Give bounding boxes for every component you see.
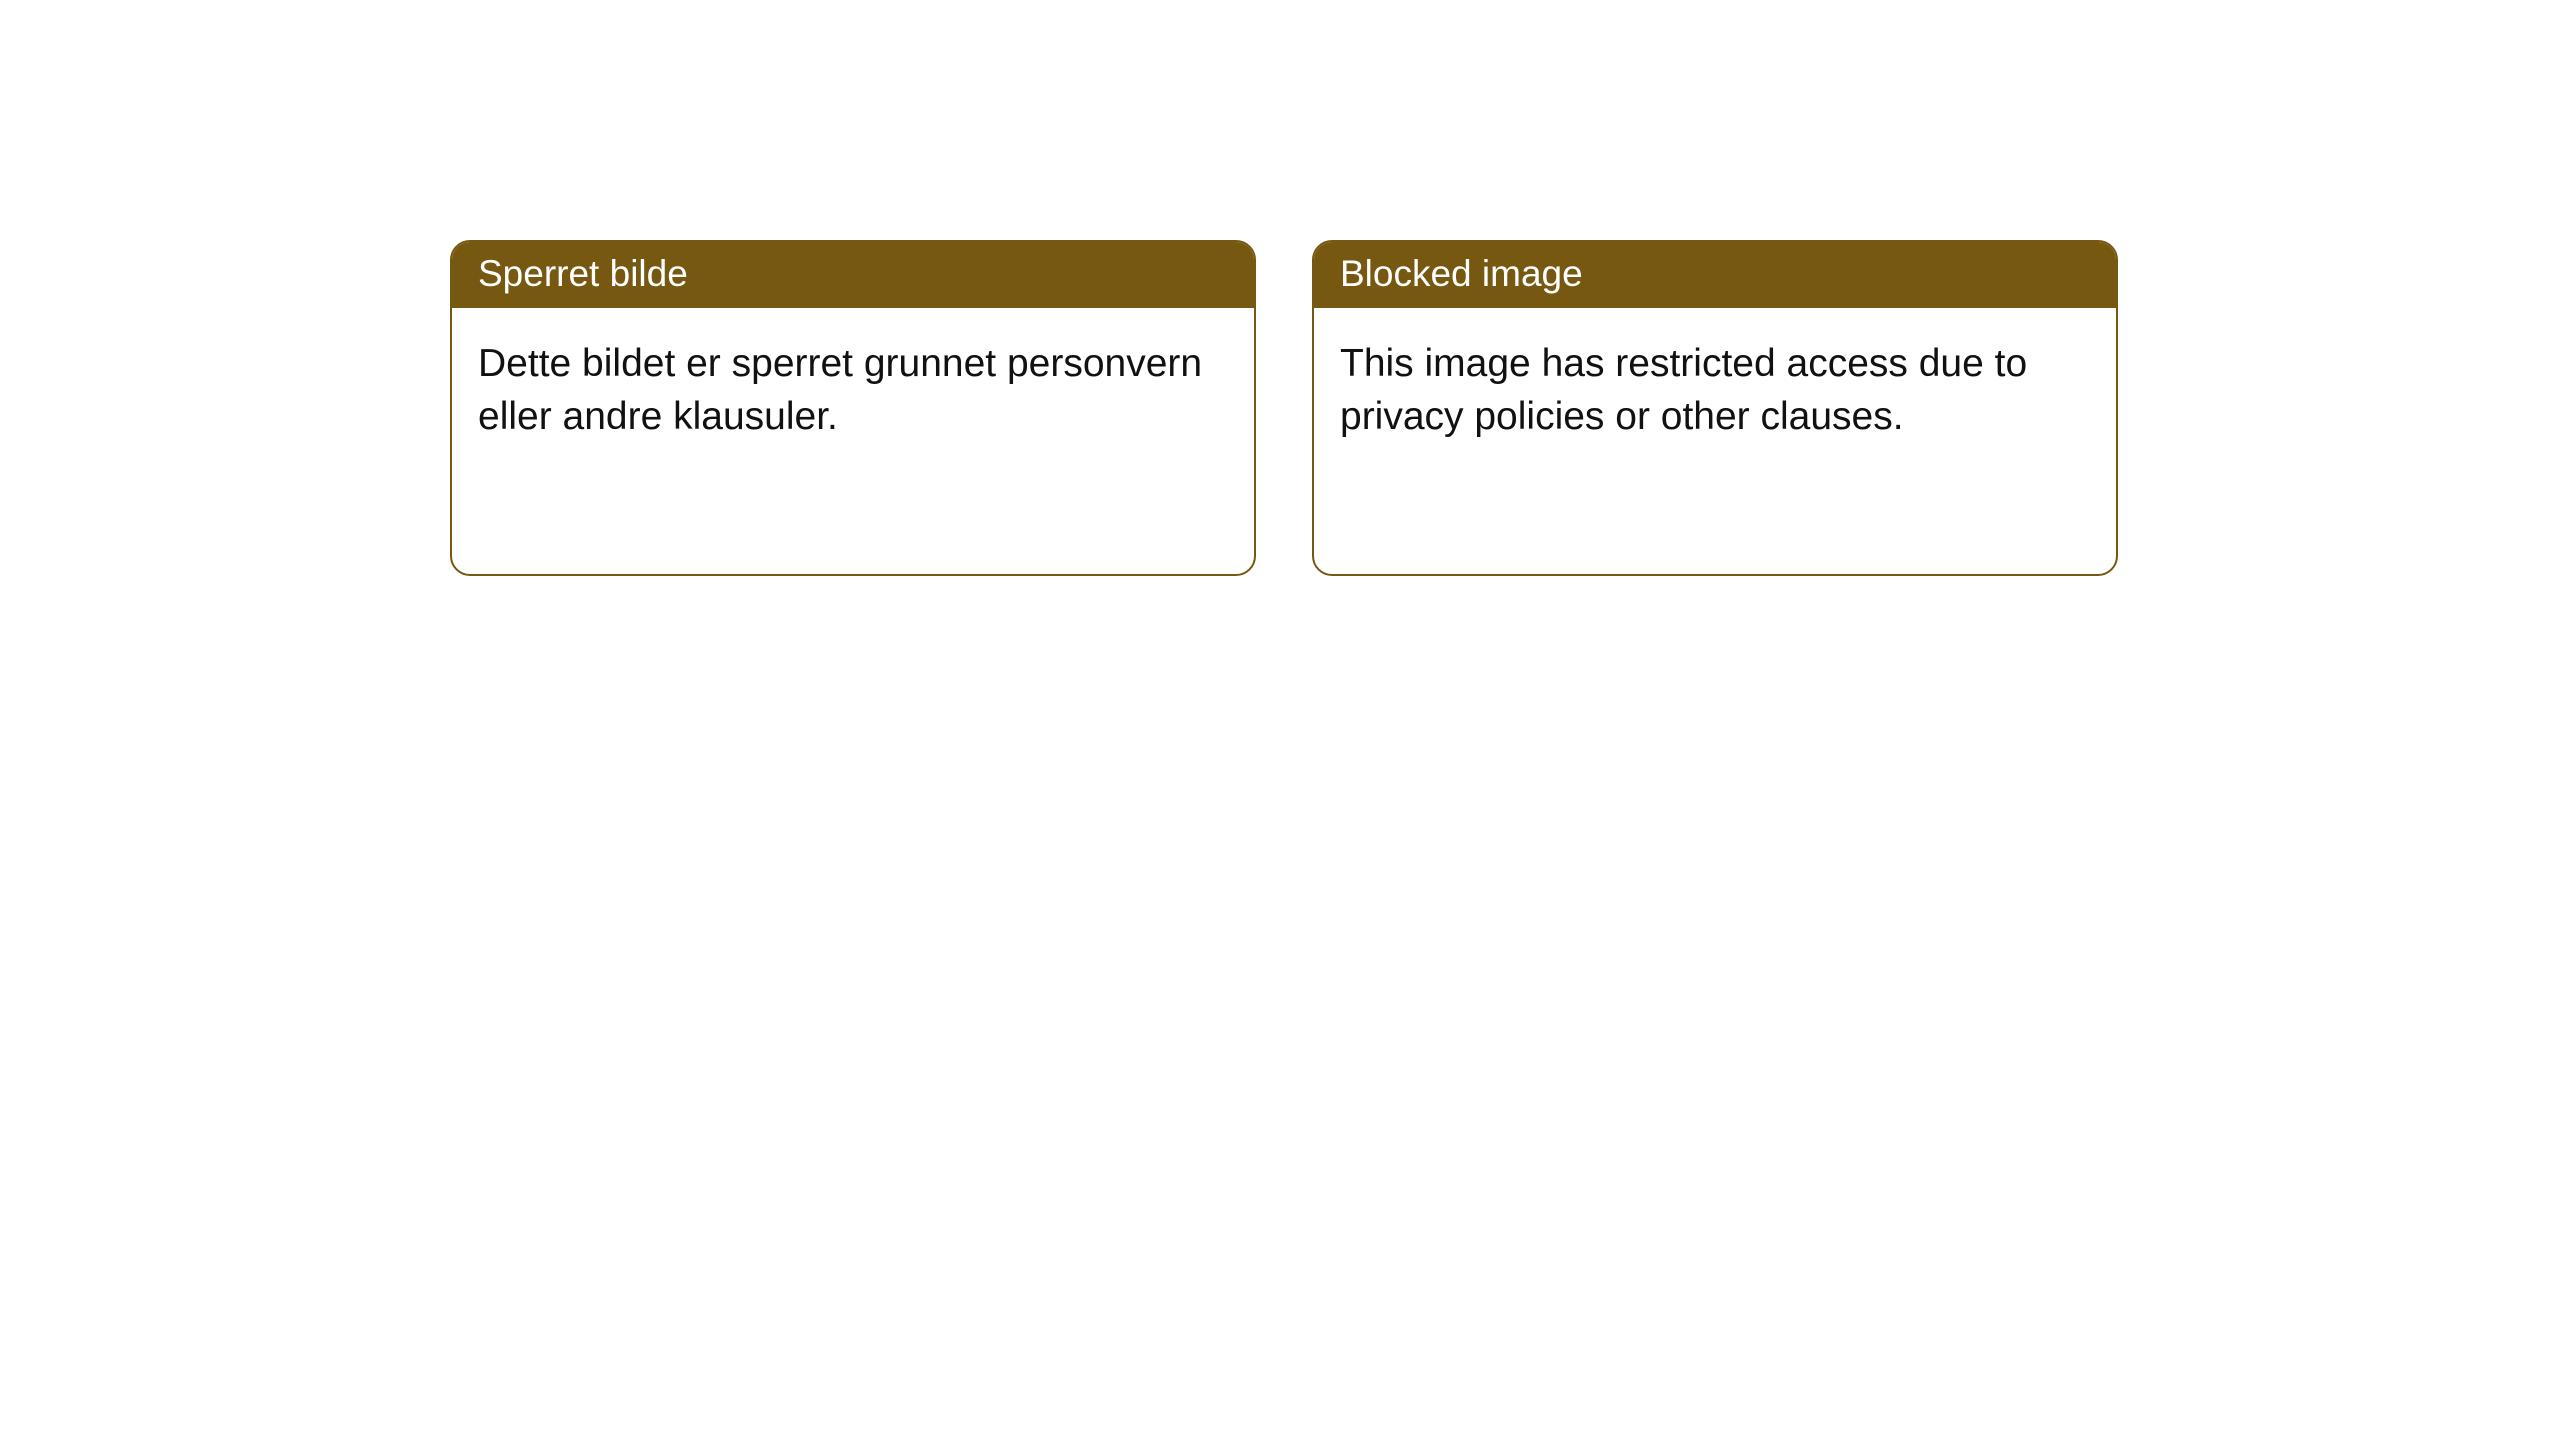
notice-card-english: Blocked image This image has restricted …: [1312, 240, 2118, 576]
notice-title-english: Blocked image: [1314, 242, 2116, 308]
notice-container: Sperret bilde Dette bildet er sperret gr…: [0, 0, 2560, 576]
notice-title-norwegian: Sperret bilde: [452, 242, 1254, 308]
notice-body-english: This image has restricted access due to …: [1314, 308, 2116, 473]
notice-body-norwegian: Dette bildet er sperret grunnet personve…: [452, 308, 1254, 473]
notice-card-norwegian: Sperret bilde Dette bildet er sperret gr…: [450, 240, 1256, 576]
